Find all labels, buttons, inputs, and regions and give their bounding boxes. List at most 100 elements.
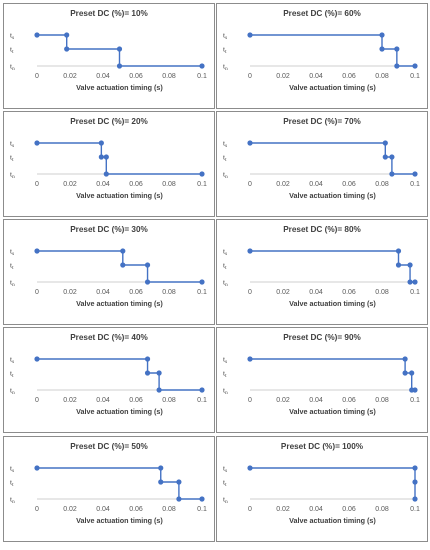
- x-tick-label: 0.02: [63, 73, 77, 80]
- data-point: [247, 140, 253, 146]
- chart-panel: Preset DC (%)= 50% ts tt tn 0 0.02 0.04 0.06 0.0…: [3, 436, 215, 542]
- y-level-label-ts: ts: [223, 31, 227, 42]
- x-tick-label: 0.1: [197, 506, 207, 513]
- x-tick-label: 0.04: [96, 289, 110, 296]
- chart-panel: Preset DC (%)= 70% ts tt tn 0 0.02 0.04 0.06 0.0…: [216, 111, 428, 217]
- y-level-label-tt: tt: [10, 478, 14, 489]
- chart-panel: Preset DC (%)= 20% ts tt tn 0 0.02 0.04 0.06 0.0…: [3, 111, 215, 217]
- x-axis-label: Valve actuation timing (s): [289, 407, 376, 416]
- y-level-label-ts: ts: [10, 464, 14, 475]
- y-level-label-ts: ts: [10, 355, 14, 366]
- data-point: [382, 140, 388, 146]
- x-tick-label: 0.02: [63, 506, 77, 513]
- chart-panel: Preset DC (%)= 30% ts tt tn 0 0.02 0.04 0.06 0.0…: [3, 219, 215, 325]
- x-tick-label: 0.06: [129, 506, 143, 513]
- x-tick-label: 0: [248, 397, 252, 404]
- chart-title: Preset DC (%)= 70%: [283, 117, 361, 126]
- data-point: [379, 32, 385, 38]
- y-level-label-tn: tn: [223, 62, 228, 73]
- y-level-label-tt: tt: [223, 261, 227, 272]
- y-level-label-tt: tt: [10, 261, 14, 272]
- x-tick-label: 0.06: [342, 289, 356, 296]
- data-point: [144, 370, 151, 376]
- x-tick-label: 0: [248, 73, 252, 80]
- chart-svg: Preset DC (%)= 30% ts tt tn 0 0.02 0.04 0.06 0.0…: [10, 225, 207, 308]
- series-line: [250, 467, 416, 499]
- data-point: [395, 248, 402, 254]
- data-point: [34, 140, 40, 146]
- data-point: [34, 356, 40, 362]
- data-point: [34, 248, 40, 254]
- series-line: [250, 34, 415, 67]
- data-point: [402, 370, 408, 376]
- x-tick-label: 0.1: [197, 181, 207, 188]
- y-level-label-tt: tt: [223, 45, 227, 56]
- data-point: [199, 496, 205, 502]
- x-tick-label: 0: [248, 506, 252, 513]
- y-level-label-tn: tn: [10, 62, 15, 73]
- chart-panel: Preset DC (%)= 80% ts tt tn 0 0.02 0.04 0.06 0.0…: [216, 219, 428, 325]
- data-point: [409, 370, 415, 376]
- x-tick-label: 0.08: [162, 289, 176, 296]
- y-level-label-tt: tt: [223, 153, 227, 164]
- series-line: [37, 358, 202, 391]
- y-level-label-ts: ts: [10, 247, 14, 258]
- x-tick-label: 0.02: [63, 181, 77, 188]
- chart-svg: Preset DC (%)= 10% ts tt tn 0 0.02 0.04 0.06 0.0…: [10, 9, 207, 92]
- y-level-label-tn: tn: [10, 495, 15, 506]
- data-point: [407, 262, 413, 268]
- y-level-label-tt: tt: [223, 478, 227, 489]
- data-point: [158, 465, 164, 471]
- x-tick-label: 0.02: [63, 397, 77, 404]
- data-point: [389, 154, 395, 160]
- x-tick-label: 0.06: [129, 289, 143, 296]
- series-line: [37, 467, 202, 500]
- data-point: [394, 63, 400, 69]
- y-level-label-tt: tt: [10, 45, 14, 56]
- data-point: [158, 479, 164, 485]
- x-axis-label: Valve actuation timing (s): [289, 191, 376, 200]
- data-point: [144, 262, 151, 268]
- chart-title: Preset DC (%)= 40%: [70, 333, 148, 342]
- y-level-label-ts: ts: [223, 139, 227, 150]
- x-axis-label: Valve actuation timing (s): [289, 83, 376, 92]
- x-tick-label: 0: [248, 181, 252, 188]
- data-point: [382, 154, 388, 160]
- x-tick-label: 0.04: [309, 397, 323, 404]
- y-level-label-ts: ts: [10, 139, 14, 150]
- chart-svg: Preset DC (%)= 20% ts tt tn 0 0.02 0.04 0.06 0.0…: [10, 117, 207, 200]
- data-point: [120, 248, 126, 254]
- x-tick-label: 0: [248, 289, 252, 296]
- data-point: [98, 140, 104, 146]
- chart-svg: Preset DC (%)= 90% ts tt tn 0 0.02 0.04 0.06 0.0…: [223, 333, 420, 416]
- data-point: [412, 63, 418, 69]
- chart-svg: Preset DC (%)= 100% ts tt tn 0 0.02 0.04 0.06 0.…: [223, 442, 420, 525]
- x-tick-label: 0.06: [342, 506, 356, 513]
- data-point: [199, 279, 205, 285]
- data-point: [412, 171, 418, 177]
- x-axis-label: Valve actuation timing (s): [76, 83, 163, 92]
- data-point: [156, 387, 162, 393]
- data-point: [34, 465, 40, 471]
- chart-svg: Preset DC (%)= 80% ts tt tn 0 0.02 0.04 0.06 0.0…: [223, 225, 420, 308]
- data-point: [64, 32, 70, 38]
- data-point: [34, 32, 40, 38]
- x-tick-label: 0.06: [129, 181, 143, 188]
- chart-title: Preset DC (%)= 30%: [70, 225, 148, 234]
- y-level-label-ts: ts: [10, 31, 14, 42]
- data-point: [120, 262, 126, 268]
- x-tick-label: 0.08: [162, 397, 176, 404]
- x-tick-label: 0.1: [197, 397, 207, 404]
- x-tick-label: 0.02: [276, 73, 290, 80]
- x-tick-label: 0.1: [410, 506, 420, 513]
- series-line: [250, 250, 415, 283]
- data-point: [98, 154, 104, 160]
- x-tick-label: 0.08: [162, 73, 176, 80]
- x-tick-label: 0.06: [129, 397, 143, 404]
- x-tick-label: 0.1: [410, 289, 420, 296]
- data-point: [176, 479, 182, 485]
- x-tick-label: 0.08: [375, 181, 389, 188]
- x-tick-label: 0.1: [197, 73, 207, 80]
- data-point: [389, 171, 395, 177]
- x-tick-label: 0.06: [129, 73, 143, 80]
